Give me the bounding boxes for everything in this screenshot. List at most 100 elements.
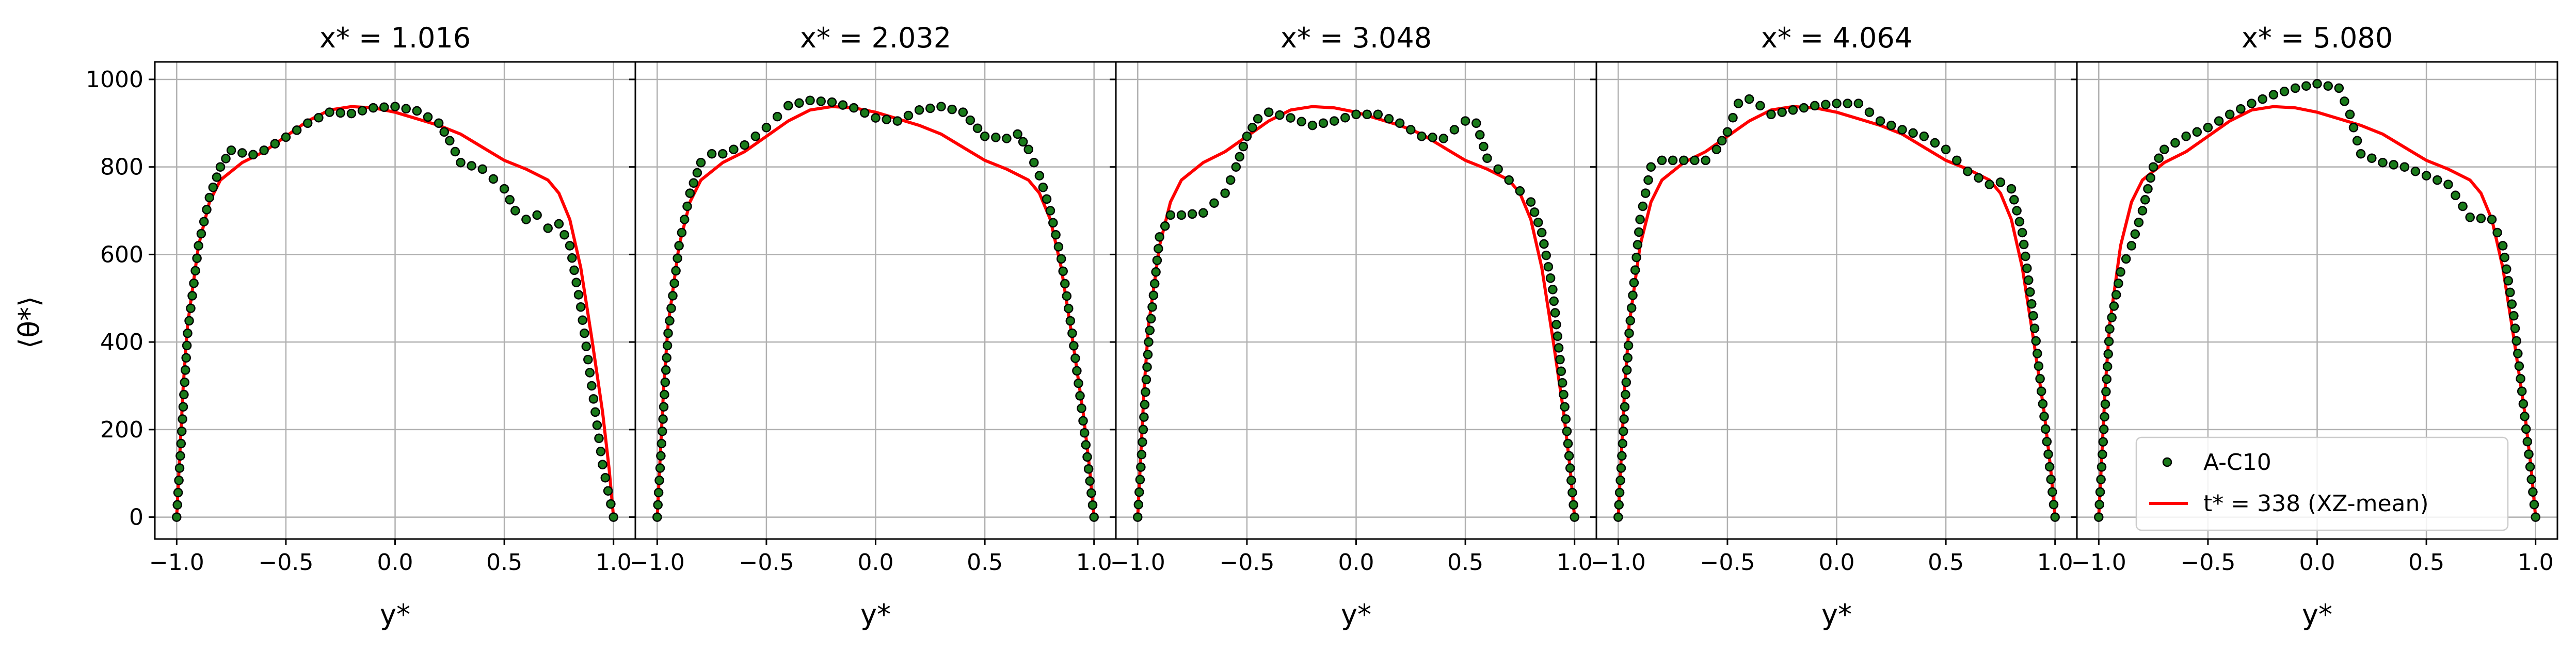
data-point [2100, 399, 2110, 409]
data-point [2094, 512, 2104, 522]
data-point [1556, 366, 1566, 376]
y-tick-label: 0 [129, 504, 143, 531]
x-tick-label: −1.0 [630, 549, 685, 576]
data-point [914, 105, 924, 115]
data-point [2526, 475, 2536, 484]
data-point [925, 103, 935, 113]
data-point [2528, 487, 2538, 497]
data-point [657, 426, 667, 436]
data-point [2096, 475, 2106, 484]
data-point [1621, 377, 1631, 387]
data-point [1717, 136, 1727, 146]
data-point [1275, 110, 1285, 120]
data-point [2042, 436, 2052, 447]
grid [1596, 62, 2077, 539]
data-point [357, 106, 367, 116]
data-point [1058, 266, 1068, 276]
data-point [1154, 243, 1163, 254]
data-point [653, 500, 663, 510]
data-point [1563, 438, 1573, 449]
data-point [2134, 217, 2144, 227]
data-point [740, 140, 749, 150]
data-point [665, 316, 675, 326]
data-point [281, 132, 291, 142]
data-point [1075, 391, 1085, 401]
data-point [178, 414, 187, 424]
data-point [1810, 101, 1820, 111]
data-point [2031, 336, 2041, 346]
data-point [194, 241, 203, 251]
data-point [1777, 107, 1787, 117]
data-point [559, 230, 569, 240]
data-point [1618, 426, 1628, 436]
data-point [1384, 114, 1394, 124]
data-point [783, 101, 793, 111]
data-point [1549, 296, 1559, 306]
data-point [1072, 366, 1082, 376]
data-point [603, 486, 613, 496]
legend-marker-points [2162, 457, 2172, 467]
data-point [1220, 188, 1230, 198]
data-point [1138, 437, 1147, 447]
data-point [292, 125, 302, 135]
data-point [2033, 349, 2042, 358]
data-point [679, 215, 690, 224]
data-point [658, 414, 668, 424]
data-point [1065, 316, 1076, 326]
data-point [2529, 499, 2539, 510]
data-point [1053, 242, 1064, 252]
data-point [2312, 79, 2322, 89]
data-point [2050, 512, 2060, 522]
data-point [192, 253, 202, 263]
data-point [248, 150, 258, 160]
data-point [2520, 412, 2530, 421]
data-point [1539, 239, 1549, 249]
data-point [2027, 299, 2037, 309]
data-point [1209, 198, 1219, 208]
data-point [2500, 252, 2509, 263]
data-point [212, 172, 222, 182]
data-point [1340, 112, 1350, 123]
data-point [1018, 137, 1028, 147]
data-point [2279, 87, 2290, 96]
data-point [1479, 141, 1489, 152]
data-point [2101, 387, 2111, 397]
data-point [606, 499, 616, 509]
data-point [1941, 144, 1951, 154]
data-point [1788, 105, 1798, 115]
data-point [187, 291, 197, 301]
data-point [1963, 166, 1973, 176]
data-point [1231, 162, 1241, 172]
data-point [573, 290, 584, 300]
data-point [2140, 195, 2150, 205]
x-tick-label: 0.0 [1338, 549, 1374, 576]
data-point [892, 116, 903, 126]
data-point [2524, 449, 2534, 459]
data-point [1051, 230, 1061, 240]
data-point [656, 451, 666, 461]
data-point [947, 104, 957, 115]
data-point [2203, 123, 2213, 133]
data-point [1165, 210, 1176, 220]
data-point [1482, 153, 1492, 163]
data-point [2154, 153, 2164, 163]
x-tick-label: −1.0 [149, 549, 204, 576]
x-tick-label: −0.5 [258, 549, 313, 576]
data-point [2290, 83, 2300, 93]
data-point [2043, 449, 2053, 459]
data-point [1529, 207, 1540, 217]
data-point [477, 164, 488, 174]
data-point [510, 206, 520, 216]
data-point [499, 184, 509, 194]
y-tick-label: 600 [100, 241, 143, 268]
data-point [1077, 403, 1086, 413]
data-point [401, 104, 411, 114]
data-point [1134, 487, 1144, 497]
data-point [521, 215, 531, 224]
data-point [707, 149, 717, 159]
data-point [827, 97, 837, 107]
data-point [1141, 387, 1150, 397]
data-point [1559, 389, 1569, 400]
data-point [2247, 99, 2257, 108]
data-point [578, 315, 587, 325]
